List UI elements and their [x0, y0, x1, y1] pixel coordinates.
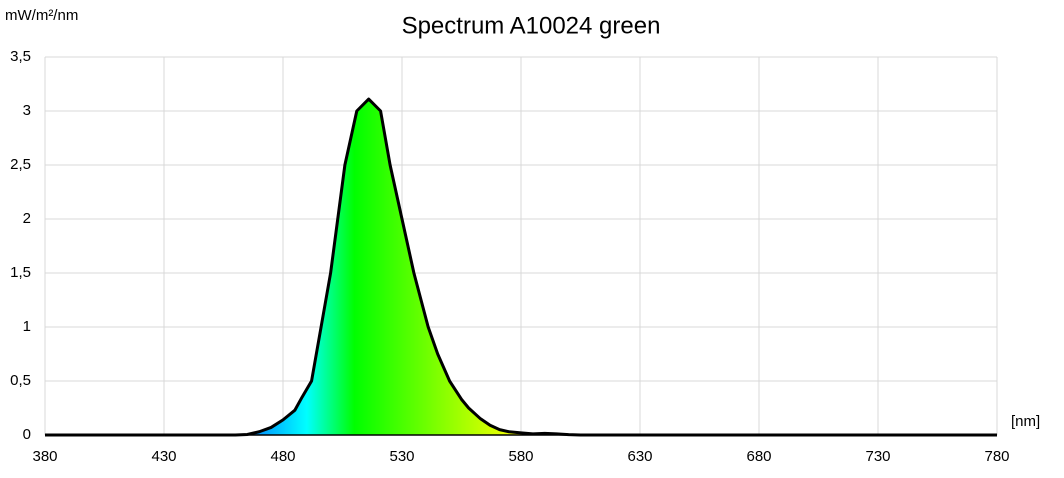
x-tick-label: 730 — [865, 448, 890, 465]
x-tick-label: 530 — [389, 448, 414, 465]
y-tick-label: 0 — [23, 426, 31, 443]
x-tick-label: 630 — [627, 448, 652, 465]
y-tick-label: 1 — [23, 318, 31, 335]
x-axis-label: [nm] — [1011, 413, 1040, 430]
y-tick-label: 0,5 — [10, 372, 31, 389]
line — [45, 97, 997, 437]
x-tick-label: 680 — [746, 448, 771, 465]
y-tick-label: 3 — [23, 102, 31, 119]
chart-title: Spectrum A10024 green — [402, 12, 661, 39]
y-axis-label: mW/m²/nm — [5, 7, 78, 24]
y-tick-label: 2,5 — [10, 156, 31, 173]
x-tick-label: 580 — [508, 448, 533, 465]
y-tick-label: 3,5 — [10, 48, 31, 65]
x-tick-label: 780 — [984, 448, 1009, 465]
y-tick-label: 1,5 — [10, 264, 31, 281]
y-tick-label: 2 — [23, 210, 31, 227]
x-tick-label: 430 — [151, 448, 176, 465]
x-tick-label: 480 — [270, 448, 295, 465]
x-tick-label: 380 — [32, 448, 57, 465]
